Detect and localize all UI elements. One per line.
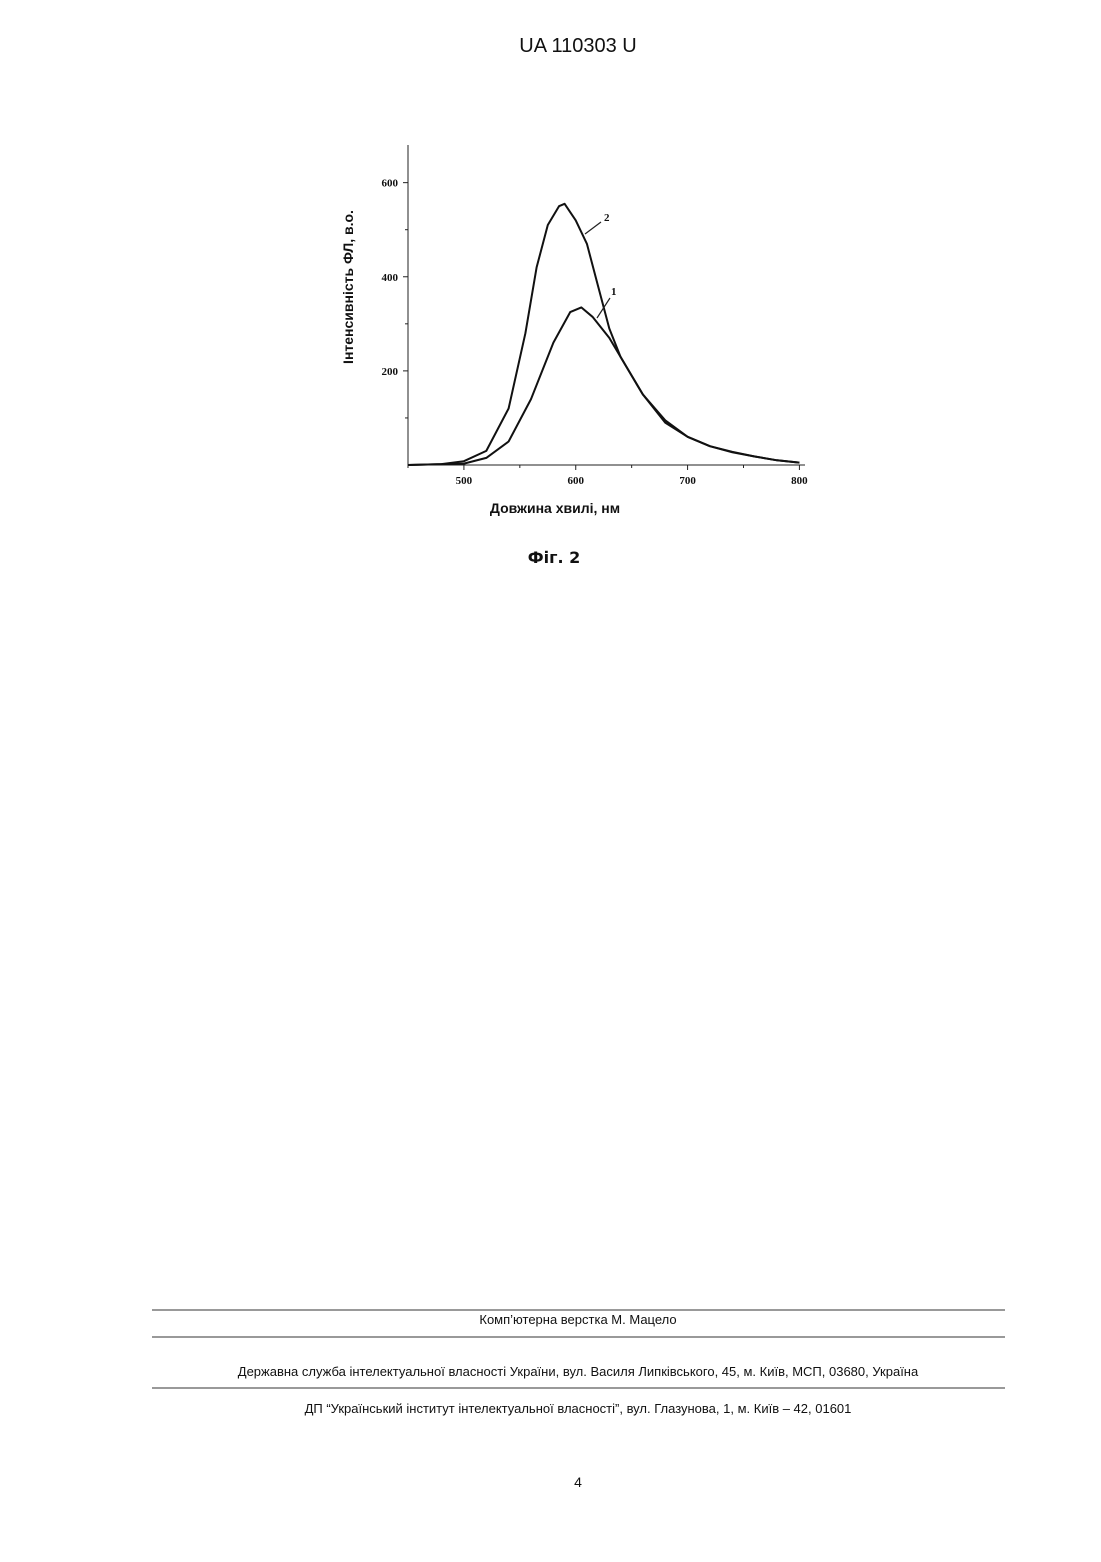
x-axis-label: Довжина хвилі, нм <box>490 500 620 516</box>
page: UA 110303 U Довжина хвилі, нм Інтенсивні… <box>0 0 1101 1557</box>
curve-label: 2 <box>604 212 610 224</box>
y-tick-label: 400 <box>382 272 399 284</box>
page-number: 4 <box>574 1474 582 1490</box>
x-tick-label: 500 <box>456 475 473 487</box>
x-tick-label: 700 <box>679 475 696 487</box>
y-tick-label: 200 <box>382 366 399 378</box>
institute-address: ДП “Український інститут інтелектуальної… <box>305 1401 852 1416</box>
patent-number: UA 110303 U <box>519 35 637 57</box>
layout-credit: Комп’ютерна верстка М. Мацело <box>479 1312 676 1327</box>
label-arrow <box>585 222 601 234</box>
y-axis-label: Інтенсивність ФЛ, в.о. <box>340 210 356 364</box>
spectrum-line <box>408 307 799 465</box>
curve-label: 1 <box>611 286 617 298</box>
figure-caption: Фіг. 2 <box>528 548 581 567</box>
x-tick-label: 600 <box>567 475 584 487</box>
x-tick-label: 800 <box>791 475 808 487</box>
office-address: Державна служба інтелектуальної власност… <box>238 1364 919 1379</box>
spectrum-line <box>408 204 799 465</box>
label-arrow <box>597 298 610 318</box>
y-tick-label: 600 <box>382 178 399 190</box>
